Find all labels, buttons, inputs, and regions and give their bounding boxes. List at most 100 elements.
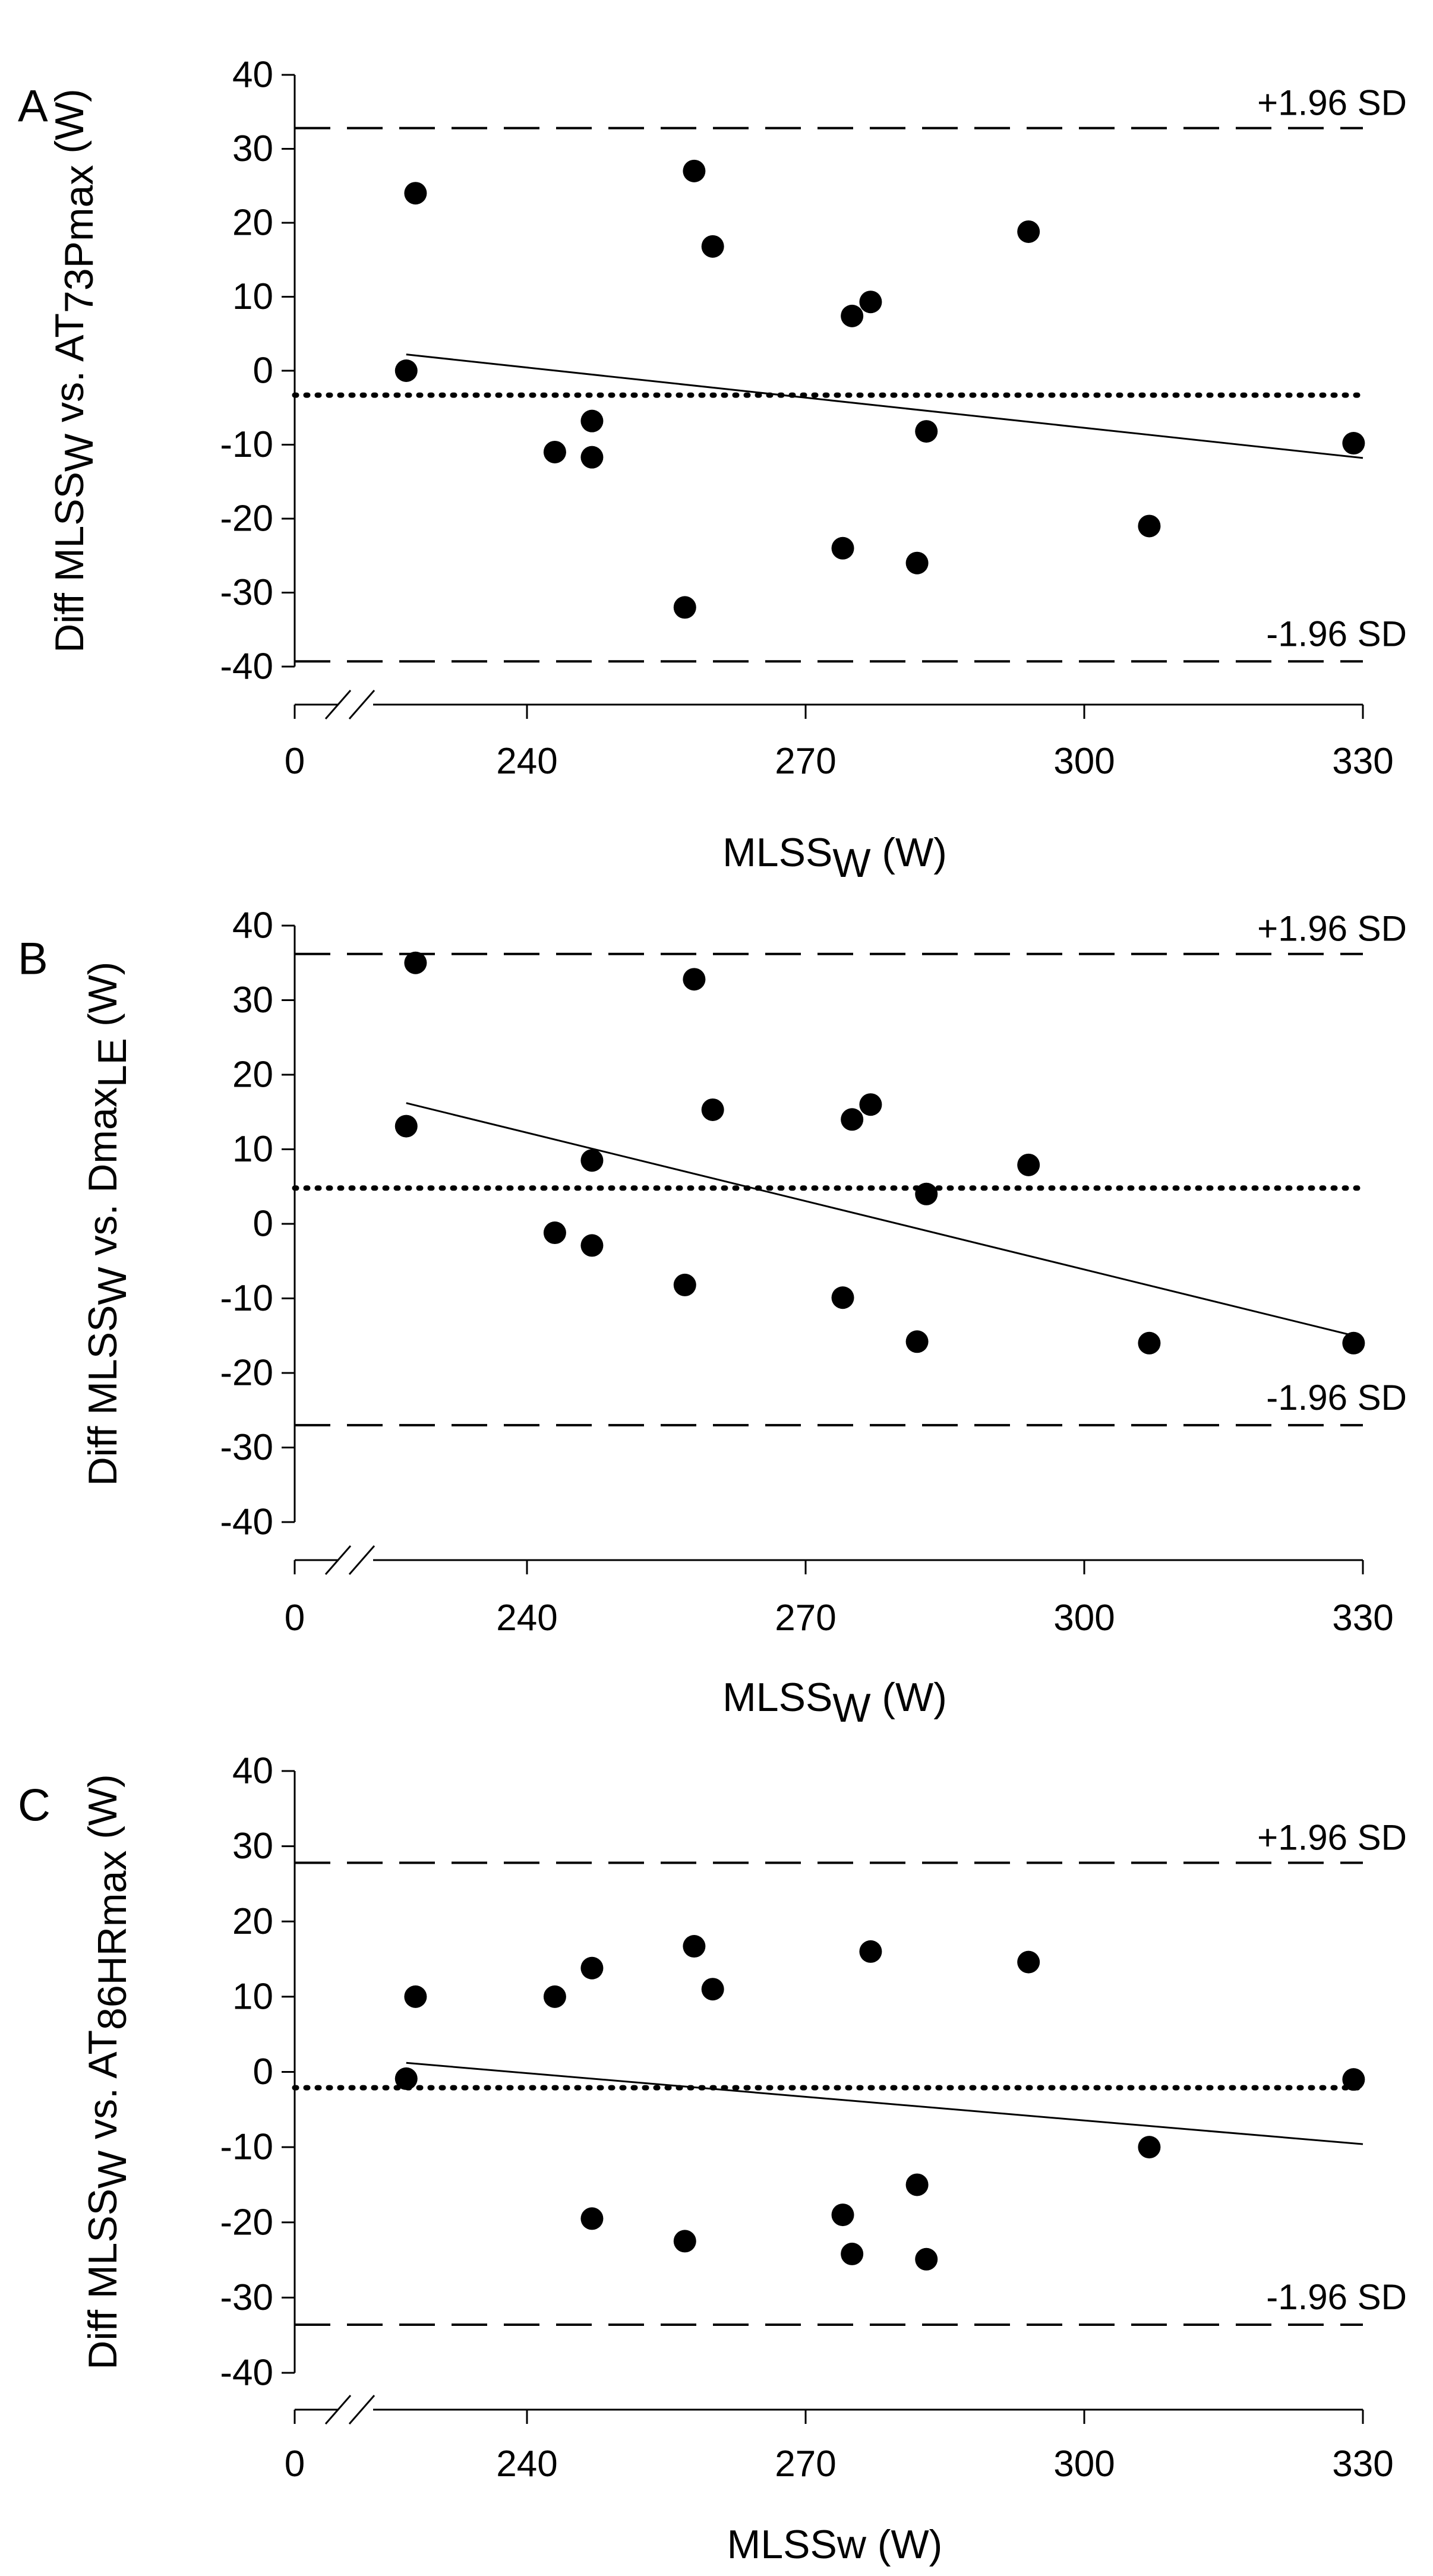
y-axis-title-part: Diff MLSS [80,1305,125,1486]
y-tick-label: -30 [220,1427,273,1468]
data-point [831,1286,854,1309]
data-point [673,596,696,619]
data-point [841,304,864,327]
data-point [1342,2068,1365,2091]
chart-panel-a: A 40 30 20 10 0 -10 -20 -30 -40 0 240 270 300 330 +1.96… [18,55,1407,886]
data-point [915,2247,938,2271]
data-point [701,1098,724,1121]
x-axis-title-subscript: W [832,1685,870,1731]
data-point [841,1108,864,1131]
x-axis-title-part: MLSS [722,830,832,875]
x-tick-label: 270 [775,2444,836,2485]
x-tick-label: 300 [1053,741,1115,782]
data-point [1342,432,1365,455]
data-point [394,359,418,382]
y-tick-label: 0 [253,351,273,392]
x-tick-label: 240 [496,2444,557,2485]
axis-break-mark [348,1545,375,1575]
upper-loa-label: +1.96 SD [1257,909,1407,949]
x-tick-label: 330 [1332,741,1393,782]
y-axis-title-part: Diff MLSS [80,2189,125,2370]
data-point [859,291,882,314]
x-axis-title-part: MLSSw [727,2522,867,2567]
x-axis-title: MLSSW (W) [722,830,947,886]
y-tick-label: -40 [220,646,273,687]
data-point [404,182,427,205]
data-point [580,1149,604,1172]
y-tick-label: -20 [220,498,273,539]
y-tick-label: 20 [232,203,273,244]
y-axis-title: Diff MLSSW vs. AT73Pmax (W) [47,89,102,653]
data-point [1017,1153,1040,1176]
y-tick-label: 30 [232,128,273,169]
y-axis-title-subscript: LE [90,1038,135,1087]
data-point [1017,1950,1040,1974]
y-tick-label: -30 [220,2277,273,2318]
axis-break-mark [324,1545,352,1575]
data-point [831,2204,854,2227]
y-axis-title-subscript: W [56,434,102,472]
data-point [1342,1331,1365,1355]
data-point [543,1985,566,2008]
data-point [580,1956,604,1980]
axis-break-mark [348,690,375,719]
axis-break-mark [324,690,352,719]
axis-break-mark [324,2395,352,2425]
y-axis-title-part: vs. Dmax [80,1087,125,1267]
x-axis-title-part: MLSS [722,1675,832,1720]
y-axis-title-part: (W) [47,89,92,165]
y-tick-label: -40 [220,2353,273,2394]
x-axis-title-part: (W) [871,830,947,875]
regression-line [406,353,1363,459]
upper-loa-label: +1.96 SD [1257,1817,1407,1857]
y-tick-label: 20 [232,1055,273,1096]
y-tick-label: 40 [232,55,273,96]
data-point [831,536,854,560]
y-tick-label: 30 [232,980,273,1021]
data-point [580,446,604,469]
y-tick-label: -10 [220,1278,273,1319]
y-axis-title: Diff MLSSW vs. AT86HRmax (W) [80,1774,135,2370]
data-point [580,2207,604,2230]
y-tick-label: 0 [253,2051,273,2092]
data-point [404,1985,427,2008]
data-point [1138,1331,1161,1355]
x-tick-label: 270 [775,741,836,782]
y-tick-label: 40 [232,905,273,946]
y-axis-title-subscript: W [90,2151,135,2189]
data-point [915,1182,938,1205]
y-tick-label: -20 [220,1353,273,1394]
panel-label: B [18,933,48,984]
x-axis-title: MLSSw (W) [727,2522,943,2567]
y-axis-title-subscript: 86HRmax [90,1851,135,2030]
y-axis-title-part: vs. AT [80,2030,125,2151]
y-tick-label: 40 [232,1751,273,1792]
y-tick-label: 20 [232,1901,273,1942]
data-point [915,420,938,443]
y-axis-title-part: (W) [80,962,125,1038]
data-point [683,159,706,182]
data-point [841,2242,864,2265]
chart-panel-c: C 40 30 20 10 0 -10 -20 -30 -40 0 240 270 300 330 +1.96… [18,1751,1407,2568]
lower-loa-label: -1.96 SD [1266,2277,1407,2317]
regression-line [406,2062,1363,2145]
axis-break-mark [348,2395,375,2425]
y-tick-label: 10 [232,1129,273,1170]
data-point [580,409,604,433]
y-tick-label: 10 [232,1976,273,2017]
x-axis-title-part: (W) [866,2522,942,2567]
chart-panel-b: B 40 30 20 10 0 -10 -20 -30 -40 0 240 270 300 330 +1.96… [18,905,1407,1731]
data-point [1017,220,1040,243]
lower-loa-label: -1.96 SD [1266,1378,1407,1418]
x-tick-label: 300 [1053,2444,1115,2485]
x-axis-title-part: (W) [871,1675,947,1720]
data-point [701,235,724,258]
upper-loa-label: +1.96 SD [1257,83,1407,123]
data-point [683,1935,706,1958]
y-tick-label: 10 [232,276,273,317]
data-point [543,1221,566,1245]
data-point [543,440,566,463]
x-tick-label: 240 [496,1598,557,1639]
data-point [1138,2136,1161,2159]
